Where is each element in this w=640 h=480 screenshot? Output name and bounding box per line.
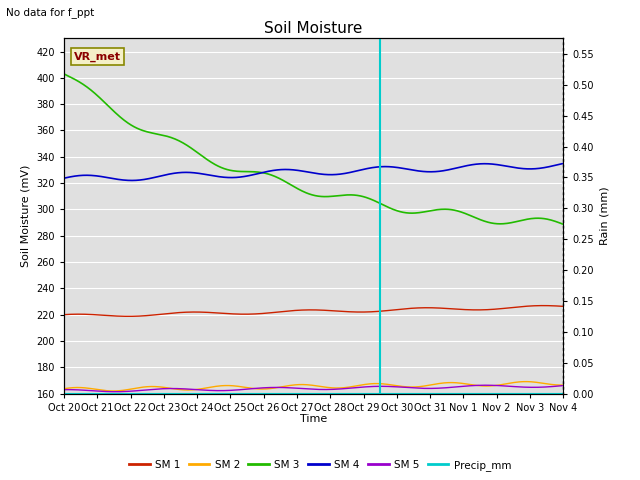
Title: Soil Moisture: Soil Moisture [264, 21, 363, 36]
Y-axis label: Soil Moisture (mV): Soil Moisture (mV) [20, 165, 31, 267]
X-axis label: Time: Time [300, 414, 327, 424]
Y-axis label: Rain (mm): Rain (mm) [600, 187, 609, 245]
Legend: SM 1, SM 2, SM 3, SM 4, SM 5, Precip_mm: SM 1, SM 2, SM 3, SM 4, SM 5, Precip_mm [125, 456, 515, 475]
Text: VR_met: VR_met [74, 52, 121, 62]
Text: No data for f_ppt: No data for f_ppt [6, 7, 95, 18]
